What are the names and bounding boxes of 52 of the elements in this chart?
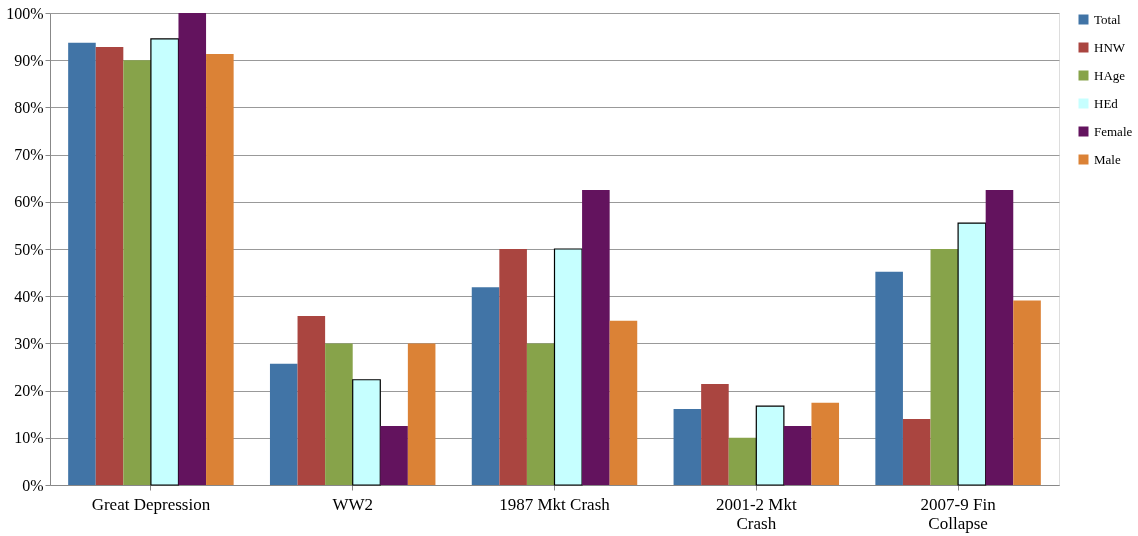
bar bbox=[499, 249, 527, 485]
bar bbox=[471, 287, 500, 485]
y-tick-label: 40% bbox=[14, 287, 44, 305]
bar bbox=[178, 13, 207, 485]
y-tick-label: 0% bbox=[22, 476, 44, 494]
bar bbox=[123, 60, 151, 485]
y-tick-label: 10% bbox=[14, 429, 44, 447]
bar bbox=[673, 409, 702, 485]
bar bbox=[902, 418, 931, 485]
legend-label: HAge bbox=[1094, 67, 1126, 83]
legend-label: Male bbox=[1094, 151, 1121, 167]
y-tick-label: 100% bbox=[6, 4, 44, 22]
bar bbox=[985, 190, 1014, 485]
bar bbox=[325, 343, 353, 485]
x-tick-label: 2007-9 Fin Collapse bbox=[920, 494, 997, 533]
bar bbox=[930, 249, 959, 485]
x-tick-label: WW2 bbox=[332, 494, 373, 514]
bar bbox=[875, 271, 903, 485]
bar bbox=[728, 437, 757, 485]
bar bbox=[811, 402, 840, 485]
bar bbox=[783, 426, 812, 485]
bar bbox=[206, 54, 234, 485]
bar bbox=[609, 320, 638, 485]
bar bbox=[755, 405, 785, 486]
legend-label: Female bbox=[1094, 123, 1133, 139]
legend-label: HNW bbox=[1094, 39, 1126, 55]
y-tick-label: 90% bbox=[14, 51, 44, 69]
legend-label: Total bbox=[1094, 11, 1121, 27]
y-tick-label: 20% bbox=[14, 382, 44, 400]
y-tick-label: 50% bbox=[14, 240, 44, 258]
x-tick-label: 2001-2 Mkt Crash bbox=[715, 494, 797, 533]
bar bbox=[701, 383, 729, 485]
y-tick-label: 80% bbox=[14, 98, 44, 116]
bar bbox=[95, 46, 124, 485]
bar bbox=[297, 316, 326, 485]
bar bbox=[68, 42, 96, 485]
bar bbox=[269, 363, 298, 485]
bar bbox=[582, 190, 610, 485]
bar bbox=[1013, 300, 1041, 485]
y-tick-label: 70% bbox=[14, 146, 44, 164]
bar bbox=[407, 343, 436, 485]
bar bbox=[380, 426, 408, 485]
y-tick-label: 60% bbox=[14, 193, 44, 211]
bar bbox=[352, 379, 381, 486]
bar bbox=[553, 248, 583, 486]
legend-label: HEd bbox=[1094, 95, 1119, 111]
bar bbox=[150, 38, 180, 486]
x-tick-label: Great Depression bbox=[91, 494, 211, 514]
bar bbox=[957, 222, 987, 486]
bar bbox=[526, 343, 555, 485]
x-tick-label: 1987 Mkt Crash bbox=[499, 494, 611, 514]
y-tick-label: 30% bbox=[14, 334, 44, 352]
